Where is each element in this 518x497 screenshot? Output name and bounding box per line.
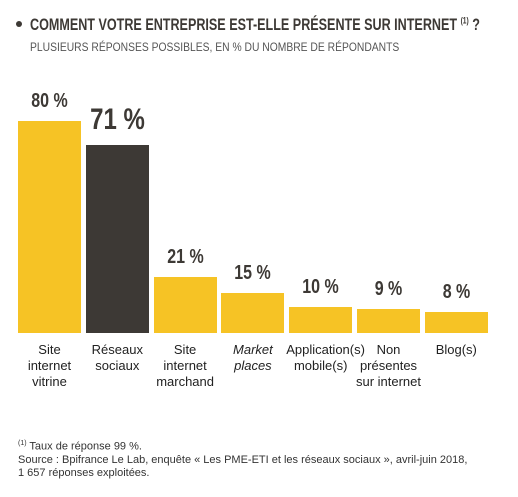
x-tick-label: Non présentes sur internet: [355, 342, 422, 389]
title-text: COMMENT VOTRE ENTREPRISE EST-ELLE PRÉSEN…: [30, 15, 458, 34]
x-tick-label: Site internet marchand: [156, 342, 214, 389]
bar: [153, 277, 217, 333]
x-tick-label: Market places: [233, 342, 273, 373]
bar: [357, 309, 420, 333]
value-label: 10 %: [302, 275, 339, 298]
x-tick-label: Application(s) mobile(s): [286, 342, 365, 373]
value-label: 9 %: [374, 278, 403, 301]
x-tick-label: Blog(s): [435, 342, 477, 357]
subtitle: PLUSIEURS RÉPONSES POSSIBLES, EN % DU NO…: [30, 40, 400, 54]
value-label: 8 %: [442, 280, 471, 303]
footnote-ref: (1): [18, 440, 27, 447]
value-label: 80 %: [31, 90, 68, 112]
bullet: [16, 21, 22, 27]
source-line: Source : Bpifrance Le Lab, enquête « Les…: [18, 454, 468, 466]
x-tick-label: Réseaux sociaux: [91, 342, 143, 373]
x-tick-label: Site internet vitrine: [27, 342, 72, 389]
title-ref: (1): [460, 15, 469, 26]
bar: [289, 306, 353, 333]
title-end: ?: [472, 15, 480, 34]
chart-title: COMMENT VOTRE ENTREPRISE EST-ELLE PRÉSEN…: [30, 15, 480, 35]
value-label: 71 %: [89, 102, 145, 136]
bar: [221, 293, 285, 333]
footnote: (1) Taux de réponse 99 %.: [18, 437, 142, 454]
source-line: 1 657 réponses exploitées.: [18, 467, 150, 479]
value-label: 15 %: [234, 262, 272, 285]
bar: [424, 311, 488, 333]
bar: [85, 144, 149, 333]
value-label: 21 %: [166, 246, 204, 269]
bar: [18, 121, 81, 333]
footnote-text: Taux de réponse 99 %.: [29, 440, 142, 453]
